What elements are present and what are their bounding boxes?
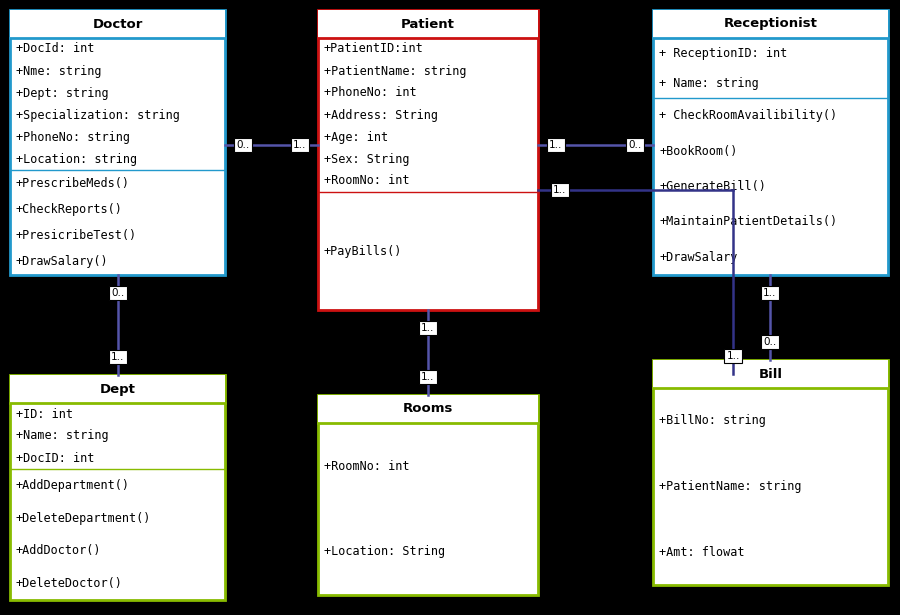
Text: +DrawSalary(): +DrawSalary() (16, 255, 109, 268)
Text: 1..: 1.. (112, 352, 125, 362)
Text: + Name: string: + Name: string (659, 76, 759, 90)
Text: +Specialization: string: +Specialization: string (16, 108, 180, 122)
Text: +Age: int: +Age: int (324, 130, 388, 143)
Text: Dept: Dept (100, 383, 135, 395)
Text: +Sex: String: +Sex: String (324, 153, 410, 165)
Text: 0..: 0.. (112, 288, 124, 298)
Text: Bill: Bill (759, 368, 782, 381)
Text: 1..: 1.. (726, 351, 740, 361)
Text: +DocId: int: +DocId: int (16, 42, 94, 55)
Text: +DocID: int: +DocID: int (16, 451, 94, 464)
Text: +DrawSalary: +DrawSalary (659, 251, 737, 264)
Text: +AddDoctor(): +AddDoctor() (16, 544, 102, 557)
Bar (653, 10, 888, 38)
Text: +Name: string: +Name: string (16, 429, 109, 443)
Bar (653, 10, 888, 275)
Text: +Nme: string: +Nme: string (16, 65, 102, 77)
Bar (10, 10, 225, 275)
Bar (10, 10, 225, 38)
Text: +Location: String: +Location: String (324, 546, 446, 558)
Text: +PhoneNo: int: +PhoneNo: int (324, 87, 417, 100)
Text: + ReceptionID: int: + ReceptionID: int (659, 47, 788, 60)
Text: 0..: 0.. (237, 140, 249, 150)
Text: Receptionist: Receptionist (724, 17, 817, 31)
Text: +DeleteDepartment(): +DeleteDepartment() (16, 512, 151, 525)
Bar (653, 360, 888, 585)
Bar (318, 395, 538, 423)
Text: +BookRoom(): +BookRoom() (659, 145, 737, 157)
Text: +CheckReports(): +CheckReports() (16, 203, 123, 216)
Text: + CheckRoomAvailibility(): + CheckRoomAvailibility() (659, 109, 837, 122)
Text: 0..: 0.. (763, 337, 777, 347)
Text: +RoomNo: int: +RoomNo: int (324, 175, 410, 188)
Text: +BillNo: string: +BillNo: string (659, 415, 766, 427)
Text: +ID: int: +ID: int (16, 408, 73, 421)
Text: +PatientName: string: +PatientName: string (324, 65, 466, 77)
Bar (318, 395, 538, 595)
Text: +PresicribeTest(): +PresicribeTest() (16, 229, 137, 242)
Text: +AddDepartment(): +AddDepartment() (16, 479, 130, 492)
Bar (318, 10, 538, 38)
Bar (318, 10, 538, 310)
Text: 1..: 1.. (554, 185, 567, 195)
Bar (10, 375, 225, 403)
Text: +Location: string: +Location: string (16, 153, 137, 165)
Text: +MaintainPatientDetails(): +MaintainPatientDetails() (659, 215, 837, 228)
Text: 1..: 1.. (421, 372, 435, 382)
Text: +Dept: string: +Dept: string (16, 87, 109, 100)
Text: 0..: 0.. (628, 140, 642, 150)
Text: +GenerateBill(): +GenerateBill() (659, 180, 766, 193)
Text: +PatientName: string: +PatientName: string (659, 480, 802, 493)
Text: +PatientID:int: +PatientID:int (324, 42, 424, 55)
Text: +PhoneNo: string: +PhoneNo: string (16, 130, 130, 143)
Text: 1..: 1.. (421, 323, 435, 333)
Text: +PayBills(): +PayBills() (324, 245, 402, 258)
Text: +RoomNo: int: +RoomNo: int (324, 459, 410, 472)
Text: 1..: 1.. (293, 140, 307, 150)
Text: Doctor: Doctor (93, 17, 143, 31)
Text: Rooms: Rooms (403, 402, 454, 416)
Bar (10, 375, 225, 600)
Text: +Address: String: +Address: String (324, 108, 438, 122)
Text: Patient: Patient (401, 17, 454, 31)
Text: 1..: 1.. (549, 140, 562, 150)
Text: +PrescribeMeds(): +PrescribeMeds() (16, 177, 130, 189)
Text: 1..: 1.. (763, 288, 777, 298)
Text: +DeleteDoctor(): +DeleteDoctor() (16, 577, 123, 590)
Text: +Amt: flowat: +Amt: flowat (659, 546, 744, 558)
Bar (653, 360, 888, 388)
